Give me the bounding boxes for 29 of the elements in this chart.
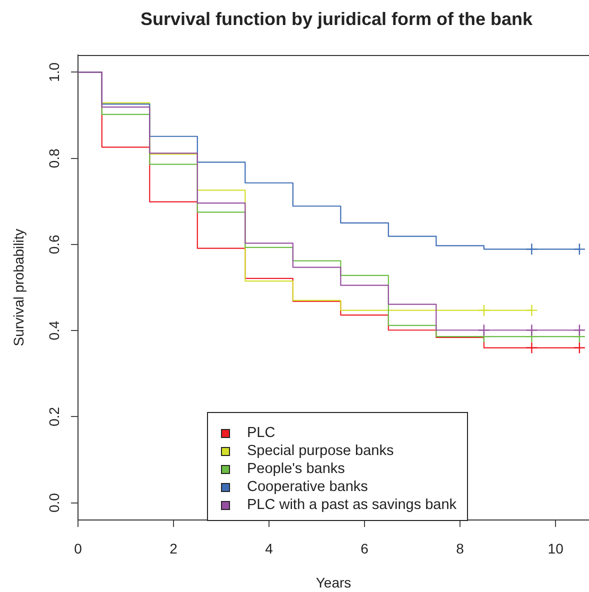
point — [526, 324, 538, 336]
x-tick-label: 0 — [74, 540, 82, 556]
point — [478, 304, 490, 316]
y-tick-label: 0.8 — [46, 148, 62, 168]
point — [573, 342, 586, 354]
chart-title: Survival function by juridical form of the bank — [140, 8, 534, 29]
legend-label: Cooperative banks — [247, 479, 368, 495]
legend-label: PLC — [247, 425, 276, 441]
y-tick-label: 1.0 — [46, 62, 62, 82]
y-tick-label: 0.4 — [46, 320, 62, 340]
x-tick-label: 4 — [265, 540, 274, 556]
y-tick-label: 0.0 — [46, 492, 62, 513]
x-tick-label: 10 — [548, 540, 564, 556]
point — [478, 324, 490, 336]
point — [573, 243, 586, 256]
x-tick-label: 6 — [360, 540, 369, 556]
point — [526, 243, 538, 256]
legend-label: PLC with a past as savings bank — [247, 497, 457, 513]
legend-label: Special purpose banks — [247, 443, 394, 459]
point — [526, 304, 538, 316]
legend-label: People's banks — [247, 461, 345, 477]
x-axis-title: Years — [316, 574, 352, 590]
x-tick-label: 8 — [456, 540, 464, 556]
y-axis-title: Survival probability — [10, 228, 26, 346]
x-tick-label: 2 — [170, 540, 178, 556]
point — [573, 324, 586, 336]
point — [526, 342, 538, 354]
y-tick-label: 0.2 — [46, 406, 62, 426]
y-tick-label: 0.6 — [46, 234, 62, 254]
